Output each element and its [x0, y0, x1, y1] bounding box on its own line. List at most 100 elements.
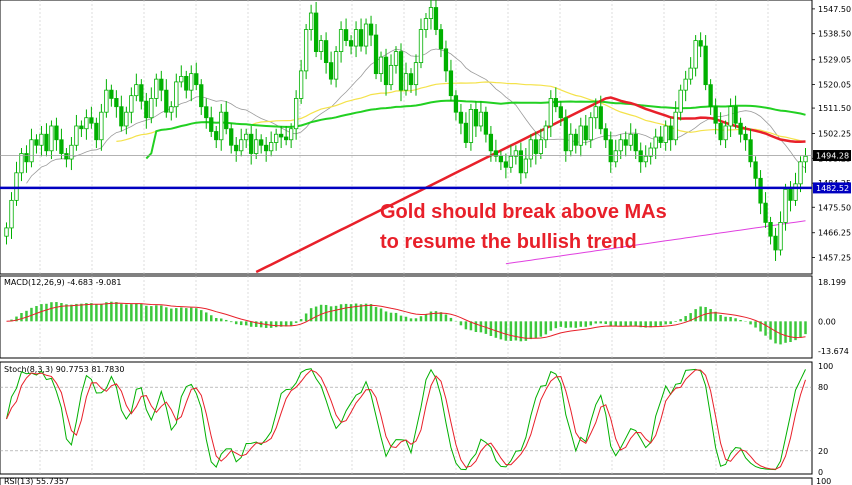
candle-body	[533, 139, 538, 154]
candle-body	[94, 122, 99, 141]
candle-body	[503, 161, 509, 168]
ma-magenta-line	[505, 220, 806, 265]
candle-body	[598, 106, 603, 130]
candle-body	[708, 84, 713, 108]
candle	[733, 95, 738, 129]
candle-body	[428, 7, 434, 19]
candle	[428, 0, 434, 30]
candle	[398, 43, 404, 102]
candle	[403, 62, 409, 96]
candle-body	[733, 106, 738, 124]
candle	[14, 161, 19, 206]
candle	[318, 35, 324, 60]
candle	[663, 120, 668, 151]
price-tick-label: 1502.25	[818, 130, 851, 139]
candle	[353, 21, 359, 58]
candle-body	[353, 29, 359, 47]
price-tick-label: 1538.50	[818, 30, 851, 39]
candle-body	[164, 89, 169, 113]
candle-body	[259, 139, 264, 146]
candle-body	[568, 133, 573, 152]
candle	[24, 145, 29, 173]
candle-body	[398, 51, 404, 91]
candle-body	[553, 98, 558, 108]
candle	[79, 120, 84, 137]
candle	[783, 183, 788, 231]
macd-tick-label: -13.674	[818, 347, 849, 356]
candle-body	[39, 133, 44, 146]
candle-body	[4, 227, 9, 237]
candle-body	[288, 128, 294, 141]
candle-body	[14, 172, 19, 201]
macd-tick-label: 0.00	[818, 317, 836, 326]
candle-body	[603, 128, 608, 141]
candle	[523, 148, 528, 179]
candle-body	[488, 133, 494, 152]
current-price-tag-text: 1494.28	[816, 152, 849, 161]
candle	[94, 117, 99, 149]
candle-body	[563, 117, 568, 152]
candle-body	[643, 155, 648, 163]
candle-body	[44, 133, 49, 152]
candle	[104, 79, 109, 118]
candle	[84, 109, 89, 140]
price-tick-label: 1529.05	[818, 56, 851, 65]
candle	[179, 65, 184, 88]
candle	[793, 172, 798, 206]
candle	[308, 4, 314, 41]
candle	[673, 101, 678, 146]
candle-body	[49, 125, 54, 152]
candle	[533, 131, 538, 165]
candle-body	[573, 133, 578, 146]
price-tick-label: 1457.25	[818, 254, 851, 263]
candle	[543, 120, 548, 149]
candle-body	[363, 23, 369, 47]
candle-body	[783, 188, 788, 223]
macd-label: MACD(12,26,9) -4.683 -9.081	[4, 278, 121, 287]
candle	[558, 101, 563, 126]
candle	[303, 24, 309, 80]
candle	[548, 90, 553, 137]
candle-body	[119, 106, 124, 127]
candle	[214, 125, 219, 149]
candle	[333, 46, 339, 88]
candle	[788, 181, 793, 212]
annotation-line-1: Gold should break above MAs	[380, 201, 667, 223]
candle	[393, 46, 399, 74]
candle	[74, 114, 79, 151]
candle	[413, 54, 419, 96]
candle	[498, 150, 504, 171]
candle-body	[443, 48, 449, 72]
vertical-grid	[39, 0, 769, 474]
candle	[199, 79, 204, 115]
candle	[264, 137, 269, 162]
candle	[184, 70, 189, 99]
candle-body	[468, 109, 474, 143]
candle-body	[623, 139, 628, 146]
candle-body	[19, 153, 24, 174]
candle-body	[423, 18, 429, 30]
candle	[139, 79, 144, 110]
candle	[608, 131, 613, 173]
candle	[388, 54, 394, 91]
candle-body	[99, 111, 104, 141]
candle-body	[348, 40, 354, 47]
candles	[4, 0, 808, 261]
candle-body	[358, 29, 364, 47]
candle	[149, 87, 154, 124]
candle-body	[84, 117, 89, 130]
candle-body	[24, 153, 29, 163]
candle-body	[618, 139, 623, 152]
candle-body	[154, 78, 159, 99]
candle-body	[493, 150, 499, 157]
candle	[348, 35, 354, 55]
stoch-d-line	[6, 369, 806, 470]
candle	[89, 106, 94, 129]
candle	[678, 84, 683, 121]
candle-body	[59, 139, 64, 154]
candle	[49, 120, 54, 160]
candle	[358, 18, 364, 52]
candle	[713, 98, 718, 135]
candle-body	[274, 133, 279, 143]
